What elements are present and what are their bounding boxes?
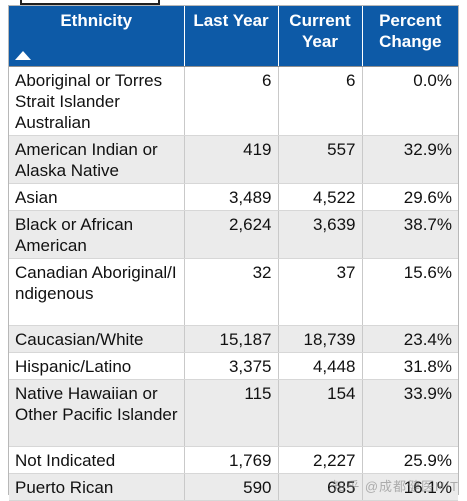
percent-change-cell: 33.9%	[362, 379, 458, 447]
column-header-label: Ethnicity	[60, 11, 133, 30]
last-year-cell: 32	[184, 258, 279, 326]
sort-ascending-icon[interactable]	[15, 51, 31, 60]
ethnicity-cell: Native Hawaiian or Other Pacific Islande…	[9, 379, 185, 447]
column-header-last-year[interactable]: Last Year	[184, 6, 279, 67]
current-year-cell: 6	[278, 66, 363, 136]
percent-change-cell: 38.7%	[362, 210, 458, 259]
table-row: American Indian or Alaska Native 419 557…	[9, 135, 458, 184]
ethnicity-cell: Not Indicated	[9, 446, 185, 474]
percent-change-cell: 25.9%	[362, 446, 458, 474]
table-row: Aboriginal or Torres Strait Islander Aus…	[9, 66, 458, 136]
table-row: Hispanic/Latino 3,375 4,448 31.8%	[9, 352, 458, 380]
last-year-cell: 1,769	[184, 446, 279, 474]
top-strip	[0, 0, 467, 8]
last-year-cell: 3,489	[184, 183, 279, 211]
current-year-cell: 685	[278, 473, 363, 501]
percent-change-cell: 31.8%	[362, 352, 458, 380]
ethnicity-cell: Hispanic/Latino	[9, 352, 185, 380]
column-header-label: Percent Change	[379, 11, 442, 51]
ethnicity-cell: Caucasian/White	[9, 325, 185, 353]
ethnicity-cell: Asian	[9, 183, 185, 211]
last-year-cell: 419	[184, 135, 279, 184]
column-header-ethnicity[interactable]: Ethnicity	[9, 6, 185, 67]
current-year-cell: 154	[278, 379, 363, 447]
percent-change-cell: 16.1%	[362, 473, 458, 501]
top-tab[interactable]	[20, 0, 160, 5]
table-row: Asian 3,489 4,522 29.6%	[9, 183, 458, 211]
column-header-current-year[interactable]: Current Year	[278, 6, 363, 67]
ethnicity-cell: Canadian Aboriginal/Indigenous	[9, 258, 185, 326]
last-year-cell: 590	[184, 473, 279, 501]
last-year-cell: 2,624	[184, 210, 279, 259]
current-year-cell: 37	[278, 258, 363, 326]
table-row: Not Indicated 1,769 2,227 25.9%	[9, 446, 458, 474]
ethnicity-cell: Aboriginal or Torres Strait Islander Aus…	[9, 66, 185, 136]
last-year-cell: 115	[184, 379, 279, 447]
table-row: Canadian Aboriginal/Indigenous 32 37 15.…	[9, 258, 458, 326]
percent-change-cell: 15.6%	[362, 258, 458, 326]
current-year-cell: 4,448	[278, 352, 363, 380]
column-header-label: Last Year	[193, 11, 269, 30]
ethnicity-cell: Puerto Rican	[9, 473, 185, 501]
current-year-cell: 4,522	[278, 183, 363, 211]
current-year-cell: 18,739	[278, 325, 363, 353]
column-header-percent-change[interactable]: Percent Change	[362, 6, 458, 67]
table-row: Native Hawaiian or Other Pacific Islande…	[9, 379, 458, 447]
header-row: Ethnicity Last Year Current Year Percent…	[9, 6, 458, 67]
ethnicity-table: Ethnicity Last Year Current Year Percent…	[8, 5, 459, 501]
percent-change-cell: 0.0%	[362, 66, 458, 136]
table-header: Ethnicity Last Year Current Year Percent…	[9, 6, 458, 67]
column-header-label: Current Year	[289, 11, 351, 51]
current-year-cell: 2,227	[278, 446, 363, 474]
last-year-cell: 3,375	[184, 352, 279, 380]
percent-change-cell: 29.6%	[362, 183, 458, 211]
current-year-cell: 557	[278, 135, 363, 184]
table-body: Aboriginal or Torres Strait Islander Aus…	[9, 66, 458, 501]
data-table: Ethnicity Last Year Current Year Percent…	[9, 6, 458, 501]
table-row: Black or African American 2,624 3,639 38…	[9, 210, 458, 259]
table-row: Puerto Rican 590 685 16.1%	[9, 473, 458, 501]
last-year-cell: 15,187	[184, 325, 279, 353]
ethnicity-cell: Black or African American	[9, 210, 185, 259]
table-row: Caucasian/White 15,187 18,739 23.4%	[9, 325, 458, 353]
current-year-cell: 3,639	[278, 210, 363, 259]
header-cell-inner: Ethnicity	[13, 10, 180, 66]
ethnicity-cell: American Indian or Alaska Native	[9, 135, 185, 184]
last-year-cell: 6	[184, 66, 279, 136]
percent-change-cell: 32.9%	[362, 135, 458, 184]
percent-change-cell: 23.4%	[362, 325, 458, 353]
